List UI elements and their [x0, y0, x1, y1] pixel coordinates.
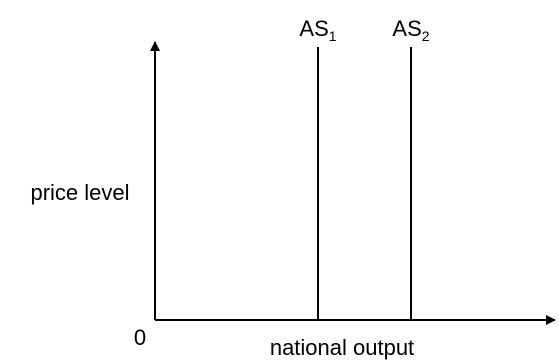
as2-label: AS2: [392, 16, 429, 44]
x-axis-label: national output: [270, 335, 414, 360]
as2-label-subscript: 2: [422, 28, 430, 44]
origin-label: 0: [134, 325, 146, 350]
as1-label-subscript: 1: [329, 28, 337, 44]
as2-label-base: AS: [392, 16, 421, 41]
as1-label-base: AS: [299, 16, 328, 41]
y-axis-label: price level: [30, 180, 129, 205]
as1-label: AS1: [299, 16, 336, 44]
